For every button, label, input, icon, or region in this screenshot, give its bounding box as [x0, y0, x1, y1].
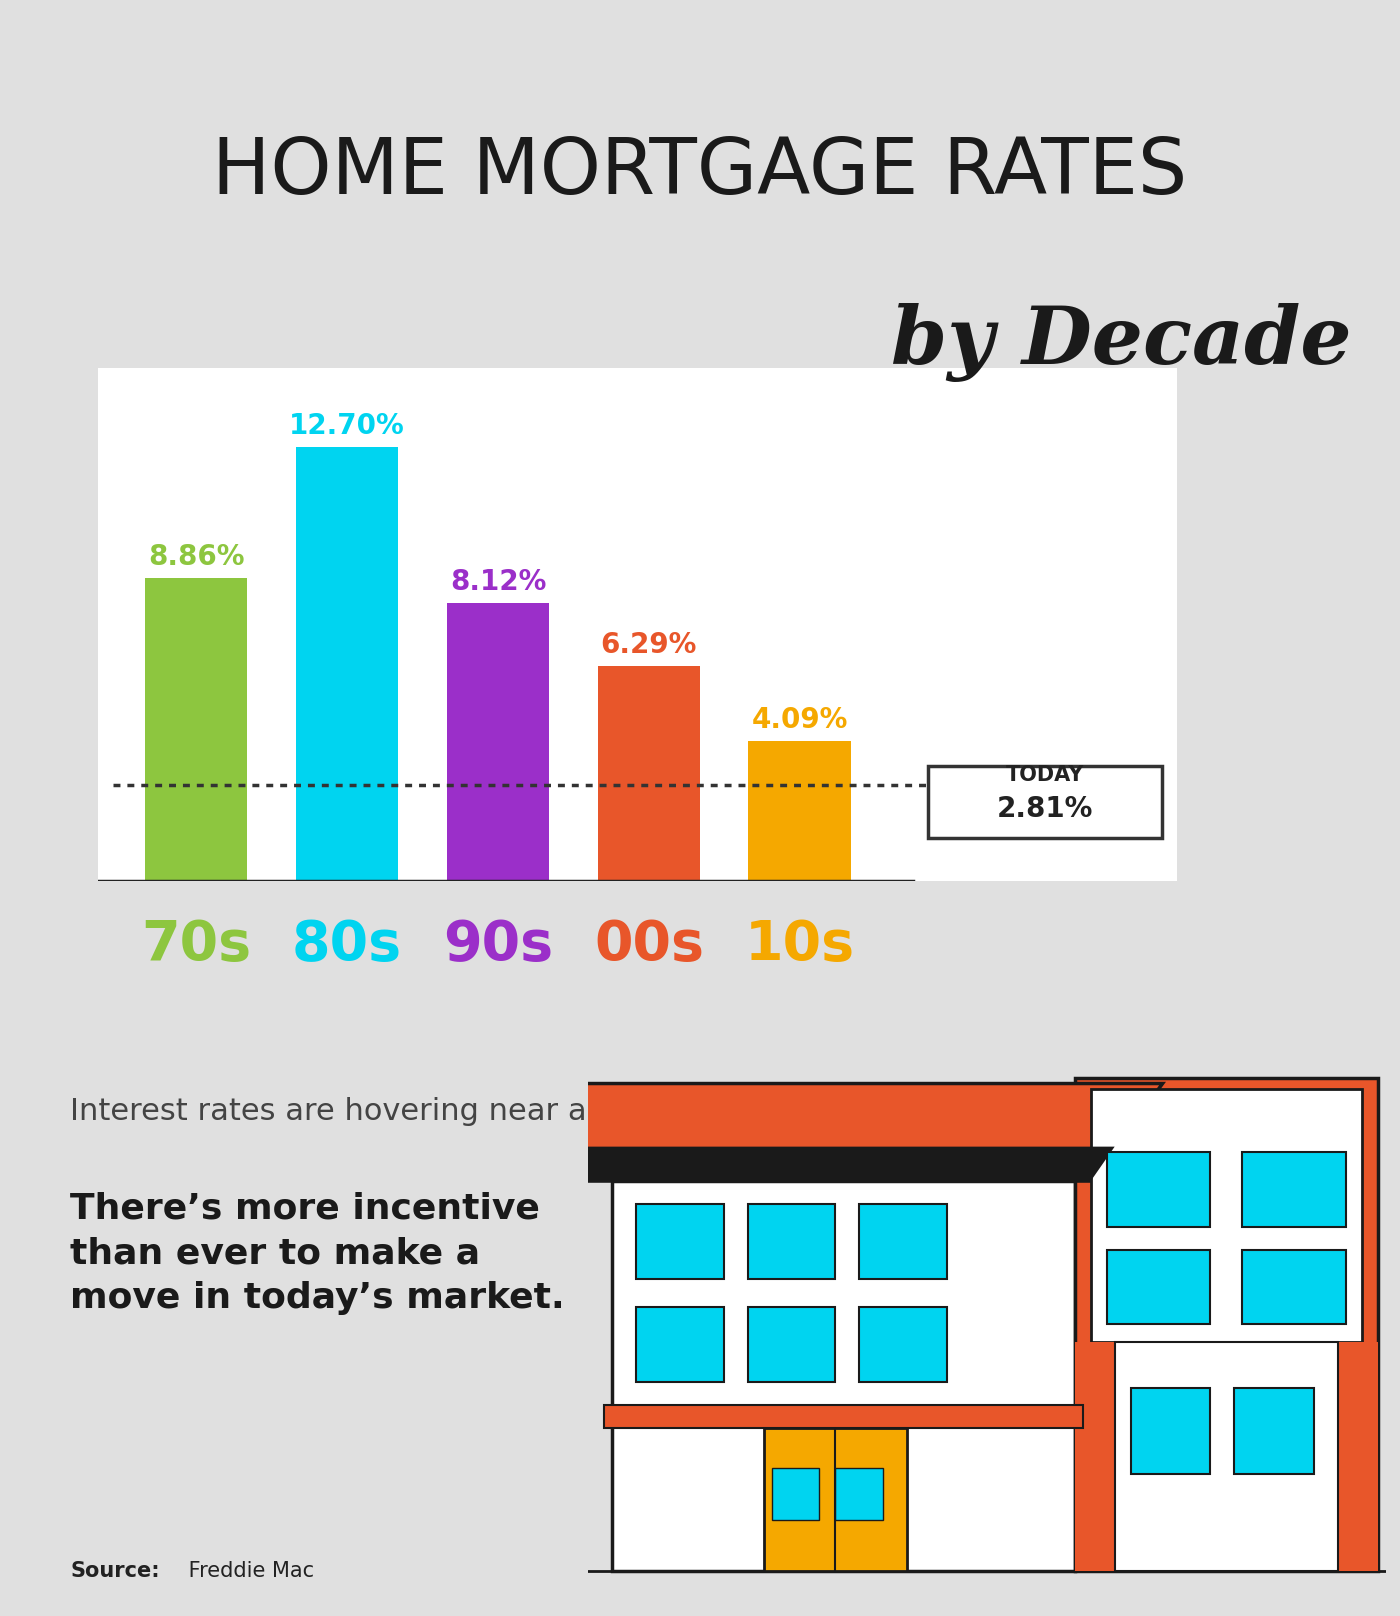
Bar [860, 1204, 946, 1278]
Bar [1338, 1341, 1378, 1571]
Bar [928, 766, 1162, 837]
Bar [763, 1429, 907, 1571]
Text: 12.70%: 12.70% [290, 412, 405, 440]
Text: 80s: 80s [293, 918, 402, 973]
Bar [1235, 1388, 1315, 1474]
Bar [612, 1181, 1075, 1571]
Bar [603, 1404, 1082, 1429]
Bar [860, 1307, 946, 1382]
Text: 90s: 90s [442, 918, 553, 973]
Text: by Decade: by Decade [890, 302, 1351, 381]
Bar [1075, 1078, 1378, 1571]
Text: 8.86%: 8.86% [148, 543, 245, 570]
Bar [836, 1467, 883, 1519]
Text: HOME MORTGAGE RATES: HOME MORTGAGE RATES [213, 134, 1187, 210]
Bar [1114, 1341, 1338, 1571]
Text: Freddie Mac: Freddie Mac [182, 1561, 314, 1580]
Bar [749, 742, 851, 881]
Polygon shape [524, 1083, 1162, 1181]
Bar [598, 666, 700, 881]
Bar [144, 579, 248, 881]
Text: 4.09%: 4.09% [752, 706, 848, 734]
Text: 6.29%: 6.29% [601, 630, 697, 659]
Bar [1091, 1089, 1362, 1341]
Bar [636, 1307, 724, 1382]
Bar [771, 1467, 819, 1519]
Bar [1131, 1388, 1211, 1474]
Text: There’s more incentive
than ever to make a
move in today’s market.: There’s more incentive than ever to make… [70, 1191, 564, 1315]
Bar [1106, 1152, 1211, 1227]
Bar [1106, 1249, 1211, 1325]
Bar [295, 446, 399, 881]
Bar [447, 603, 549, 881]
Text: 8.12%: 8.12% [449, 569, 546, 596]
Text: 10s: 10s [745, 918, 855, 973]
Bar [1242, 1249, 1347, 1325]
Text: Interest rates are hovering near all-time lows.: Interest rates are hovering near all-tim… [70, 1097, 771, 1126]
Text: 00s: 00s [594, 918, 704, 973]
Bar [1075, 1341, 1114, 1571]
Text: 2.81%: 2.81% [997, 795, 1093, 823]
Polygon shape [580, 1147, 1114, 1181]
Bar [1242, 1152, 1347, 1227]
Text: Source:: Source: [70, 1561, 160, 1580]
Text: 70s: 70s [141, 918, 251, 973]
Text: TODAY: TODAY [1005, 764, 1084, 785]
Bar [748, 1204, 836, 1278]
Bar [748, 1307, 836, 1382]
Bar [636, 1204, 724, 1278]
